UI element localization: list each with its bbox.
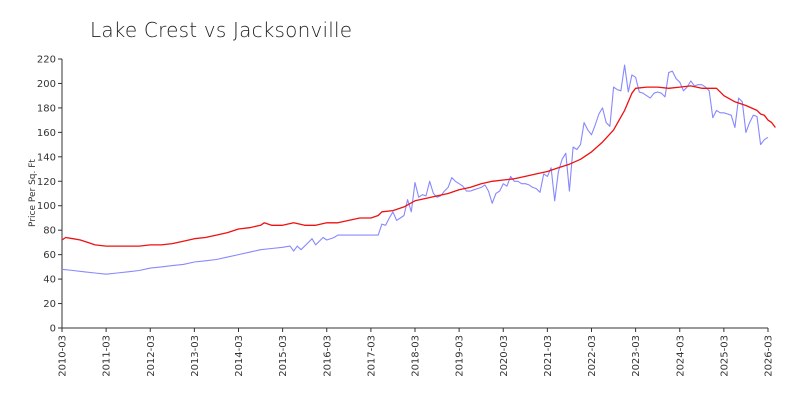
y-tick-label: 80 [43,226,56,237]
x-tick-label: 2023-03 [631,335,642,377]
x-tick-label: 2024-03 [675,335,686,377]
y-tick-label: 60 [43,250,56,261]
y-tick-label: 160 [37,128,56,139]
y-tick-label: 100 [37,201,56,212]
series-line-2 [61,85,776,247]
y-tick-label: 120 [37,177,56,188]
series-layer [61,64,776,275]
x-tick-label: 2026-03 [764,335,775,377]
x-tick-label: 2020-03 [499,335,510,377]
y-tick-label: 140 [37,152,56,163]
y-tick-label: 200 [37,79,56,90]
y-tick-label: 180 [37,103,56,114]
x-tick-label: 2015-03 [278,335,289,377]
x-tick-label: 2011-03 [102,335,113,377]
y-tick-label: 40 [43,275,56,286]
chart-title: Lake Crest vs Jacksonville [90,18,353,42]
x-tick-label: 2013-03 [190,335,201,377]
x-tick-label: 2019-03 [455,335,466,377]
axes: 0 20 40 60 80 100 120 140 160 180 200 220 2010-03 201… [37,55,775,377]
x-tick-label: 2025-03 [719,335,730,377]
y-axis-label: Price Per Sq. Ft [28,159,38,227]
x-tick-label: 2022-03 [587,335,598,377]
x-tick-label: 2017-03 [366,335,377,377]
x-tick-label: 2021-03 [543,335,554,377]
x-tick-label: 2014-03 [234,335,245,377]
y-tick-label: 220 [37,55,56,66]
y-tick-label: 0 [50,324,56,335]
x-tick-label: 2012-03 [146,335,157,377]
x-tick-label: 2016-03 [322,335,333,377]
series-line-1 [61,64,769,275]
y-tick-label: 20 [43,299,56,310]
x-tick-label: 2010-03 [58,335,69,377]
x-tick-label: 2018-03 [411,335,422,377]
